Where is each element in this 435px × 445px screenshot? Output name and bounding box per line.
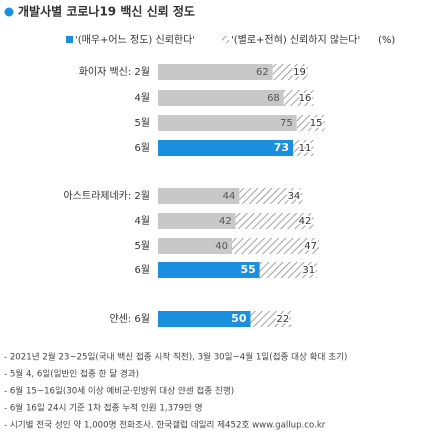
bar	[259, 262, 318, 278]
bar	[158, 140, 294, 156]
value-label: 75	[280, 118, 293, 129]
bar	[158, 115, 297, 131]
value-label: 16	[299, 93, 312, 104]
category-label: 6월	[134, 142, 150, 154]
chart-title: 개발사별 코로나19 백신 신뢰 정도	[18, 4, 195, 19]
legend-swatch	[222, 36, 229, 43]
note: - 6월 16일 24시 기준 1차 접종 누적 인원 1,379만 명	[4, 402, 203, 414]
bar	[158, 238, 232, 254]
bar	[250, 311, 292, 327]
bar	[158, 213, 236, 229]
value-label: 31	[302, 265, 315, 276]
bar	[296, 115, 325, 131]
bar	[235, 213, 314, 229]
category-label: 4월	[134, 215, 150, 227]
value-label: 22	[276, 314, 289, 325]
bar	[158, 311, 251, 327]
bar	[158, 64, 273, 80]
note: - 5월 4, 6일(일반인 접종 한 달 경과)	[4, 368, 139, 380]
category-label: 4월	[134, 92, 150, 104]
value-label: 15	[310, 118, 323, 129]
note: - 6월 15~16일(30세 이상 예비군·민방위 대상 얀센 접종 진행)	[4, 385, 234, 397]
bar	[293, 140, 314, 156]
bar	[239, 188, 303, 204]
value-label: 40	[215, 241, 228, 252]
value-label: 68	[267, 93, 280, 104]
bar	[158, 262, 260, 278]
value-label: 55	[240, 263, 255, 276]
bar	[283, 90, 314, 106]
value-label: 73	[274, 141, 289, 154]
bar	[158, 90, 284, 106]
category-label: 얀센: 6월	[109, 312, 150, 325]
category-label: 5월	[134, 117, 150, 129]
value-label: 62	[256, 67, 269, 78]
value-label: 42	[219, 216, 232, 227]
category-label: 아스트라제네카: 2월	[63, 190, 150, 202]
title-bullet	[4, 7, 14, 17]
category-label: 5월	[134, 240, 150, 252]
legend-label: '(매우+어느 정도) 신뢰한다'	[75, 34, 195, 46]
unit-label: (%)	[378, 35, 395, 46]
value-label: 42	[299, 216, 312, 227]
note: - 시기별 전국 성인 약 1,000명 전화조사. 한국갤럽 데일리 제452…	[4, 419, 326, 431]
value-label: 50	[231, 312, 247, 325]
category-label: 6월	[134, 264, 150, 276]
value-label: 34	[288, 191, 301, 202]
note: - 2021년 2월 23~25일(국내 백신 접종 시작 직전), 3월 30…	[4, 351, 347, 363]
value-label: 19	[293, 67, 306, 78]
value-label: 44	[223, 191, 236, 202]
bar	[158, 188, 240, 204]
legend-label: '(별로+전혀) 신뢰하지 않는다'	[231, 33, 360, 46]
value-label: 47	[304, 241, 317, 252]
legend-swatch	[66, 36, 73, 43]
category-label: 화이자 백신: 2월	[79, 66, 150, 78]
bar	[232, 238, 319, 254]
bar	[272, 64, 308, 80]
value-label: 11	[299, 143, 312, 154]
